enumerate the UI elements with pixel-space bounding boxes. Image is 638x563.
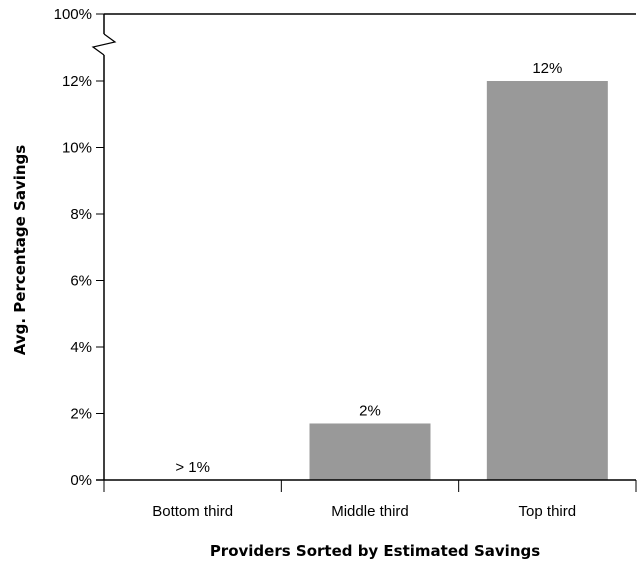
y-tick-label: 6% — [70, 273, 92, 290]
data-label: 12% — [532, 60, 562, 77]
data-label: 2% — [359, 402, 381, 419]
bar — [486, 81, 608, 480]
y-tick-label: 0% — [70, 472, 92, 489]
x-tick-label: Top third — [519, 503, 577, 520]
bar — [309, 423, 431, 480]
plot-area: > 1% Bottom third 2% Middle third 12% Top thi… — [54, 6, 637, 520]
x-axis-title: Providers Sorted by Estimated Savings — [210, 542, 540, 560]
y-axis-title: Avg. Percentage Savings — [11, 145, 29, 356]
data-label: > 1% — [175, 459, 210, 476]
y-tick-label: 10% — [62, 140, 92, 157]
axis-break-mark — [91, 33, 117, 56]
y-tick-label: 100% — [54, 6, 92, 23]
x-tick-label: Middle third — [331, 503, 409, 520]
y-tick-label: 4% — [70, 339, 92, 356]
x-tick-label: Bottom third — [152, 503, 233, 520]
y-tick-label: 12% — [62, 73, 92, 90]
y-tick-label: 8% — [70, 206, 92, 223]
y-tick-label: 2% — [70, 406, 92, 423]
